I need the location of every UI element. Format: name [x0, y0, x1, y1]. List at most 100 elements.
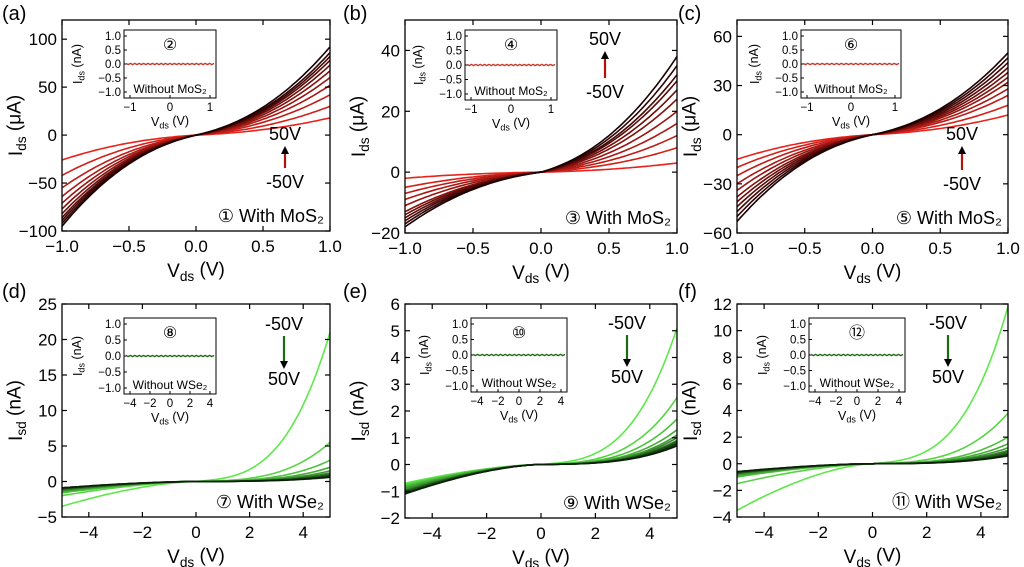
- gate-arrowhead: [958, 146, 966, 154]
- iv-curve: [736, 455, 1009, 473]
- y-tick-label: 1: [391, 429, 400, 448]
- inset-x-tick-label: 0: [516, 396, 522, 408]
- x-tick-label: 0: [868, 523, 877, 542]
- x-axis-label: Vds (V): [167, 545, 225, 567]
- y-tick-label: 30: [713, 77, 732, 96]
- gate-arrowhead: [623, 359, 631, 367]
- inset-x-tick-label: −1: [123, 102, 136, 114]
- gate-label-bottom: -50V: [943, 174, 981, 194]
- inset-noise-line: [810, 353, 904, 357]
- inset-noise-line: [472, 353, 566, 357]
- gate-label-bottom: -50V: [266, 172, 304, 192]
- y-tick-label: 0: [391, 456, 400, 475]
- panel-f: (f) −4 −2 0 2 4 −4 −2 0 2 4 6 8 10 12 Vds (V) Isd (nA) ⑪ …: [678, 281, 1009, 567]
- inset-y-tick-label: 0.5: [105, 45, 121, 57]
- inset-x-axis-label: Vds (V): [832, 114, 870, 131]
- y-tick-label: −60: [703, 224, 732, 243]
- inset-x-axis-label: Vds (V): [492, 116, 530, 133]
- inset-y-tick-label: −0.5: [775, 73, 798, 85]
- inset-x-tick-label: 1: [548, 104, 554, 116]
- x-tick-label: 2: [922, 523, 931, 542]
- inset-caption: Without WSe₂: [820, 376, 895, 390]
- x-tick-label: 1.0: [665, 239, 689, 258]
- inset-x-tick-label: 2: [187, 398, 193, 410]
- inset-y-tick-label: −0.5: [439, 75, 462, 87]
- inset-marker: ⑫: [849, 324, 865, 342]
- panel-b: (b) −1.0 −0.5 0.0 0.5 1.0 −20 0 20 40 Vds (V) Ids (…: [343, 3, 689, 286]
- inset-plot: 1.0 0.5 0.0 −0.5 −1.0−1 0 1 ⑥ Without MoS₂ Vds (V…: [747, 29, 902, 131]
- panel-label: (d): [2, 281, 26, 303]
- inset-x-tick-label: −2: [829, 396, 842, 408]
- inset-y-tick-label: 0.0: [446, 60, 462, 72]
- inset-noise-line: [802, 62, 900, 66]
- x-tick-label: 0.5: [928, 239, 952, 258]
- curve-group: [736, 52, 1009, 223]
- inset-y-tick-label: 0.0: [782, 59, 798, 71]
- iv-curve: [404, 162, 678, 179]
- panel-a: (a) −1.0 −0.5 0.0 0.5 1.0 −100 −50 0 50 100 Vds (V)…: [2, 3, 342, 284]
- x-axis-label: Vds (V): [512, 261, 570, 286]
- y-tick-label: 10: [713, 322, 732, 341]
- inset-y-tick-label: 1.0: [790, 319, 806, 331]
- gate-label-bottom: 50V: [611, 367, 643, 387]
- inset-caption: Without MoS₂: [133, 82, 207, 96]
- y-tick-label: 0: [723, 126, 732, 145]
- gate-arrowhead: [281, 146, 289, 154]
- inset-y-tick-label: −0.5: [98, 367, 121, 379]
- panel-label: (f): [678, 281, 697, 303]
- iv-curve: [404, 442, 678, 494]
- inset-x-axis-label: Vds (V): [500, 408, 538, 425]
- gate-arrowhead: [280, 361, 288, 369]
- panel-e: (e) −4 −2 0 2 4 −2 −1 0 1 2 3 4 5 6 Vds (V) Isd (nA) ⑨ Wi…: [343, 281, 678, 567]
- x-tick-label: −0.5: [112, 237, 146, 256]
- panel-c: (c) −1.0 −0.5 0.0 0.5 1.0 −60 −30 0 30 60 Vds (V) Id…: [678, 3, 1020, 286]
- y-tick-label: 6: [391, 295, 400, 314]
- inset-x-tick-label: −2: [491, 396, 504, 408]
- x-tick-label: −4: [79, 523, 98, 542]
- iv-curve: [736, 52, 1009, 223]
- inset-y-tick-label: −1.0: [439, 89, 462, 101]
- inset-caption: Without MoS₂: [814, 82, 888, 96]
- gate-label-top: -50V: [608, 313, 646, 333]
- inset-x-tick-label: −1: [464, 104, 477, 116]
- y-tick-label: 60: [713, 27, 732, 46]
- sample-annotation: ⑪ With WSe₂: [892, 492, 1002, 512]
- inset-x-axis-label: Vds (V): [151, 114, 189, 131]
- inset-plot: 1.0 0.5 0.0 −0.5 −1.0−4 −2 0 2 4 ⑫ Without WSe₂ Vds…: [755, 317, 906, 425]
- y-tick-label: 20: [38, 331, 57, 350]
- x-axis-label: Vds (V): [844, 261, 902, 286]
- y-tick-label: 0: [723, 455, 732, 474]
- inset-marker: ②: [163, 37, 177, 54]
- sample-annotation: ⑦ With WSe₂: [216, 492, 324, 512]
- inset-x-tick-label: 2: [537, 396, 543, 408]
- inset-y-tick-label: 0.5: [790, 335, 806, 347]
- x-tick-label: 4: [298, 523, 307, 542]
- y-tick-label: −20: [371, 224, 400, 243]
- inset-marker: ⑩: [512, 325, 526, 342]
- iv-curve: [404, 122, 678, 201]
- gate-label-top: -50V: [265, 314, 303, 334]
- y-axis-label: Isd (nA): [4, 380, 29, 441]
- inset-caption: Without MoS₂: [474, 84, 548, 98]
- y-axis-label: Ids (μA): [347, 96, 372, 157]
- inset-x-tick-label: 2: [875, 396, 881, 408]
- y-tick-label: 2: [723, 428, 732, 447]
- inset-x-tick-label: −4: [470, 396, 484, 408]
- inset-plot: 1.0 0.5 0.0 −0.5 −1.0−4 −2 0 2 4 ⑧ Without WSe₂ Vds…: [70, 317, 217, 427]
- x-tick-label: −1.0: [720, 239, 754, 258]
- x-tick-label: 0.0: [184, 237, 208, 256]
- inset-y-tick-label: 1.0: [446, 31, 462, 43]
- x-tick-label: 4: [976, 523, 985, 542]
- inset-plot: 1.0 0.5 0.0 −0.5 −1.0−4 −2 0 2 4 ⑩ Without WSe₂ Vds…: [417, 317, 568, 425]
- y-tick-label: −100: [19, 222, 57, 241]
- inset-x-tick-label: 0: [508, 104, 514, 116]
- y-axis-label: Isd (nA): [347, 381, 372, 442]
- x-tick-label: 0: [536, 524, 545, 543]
- iv-curve: [61, 476, 331, 489]
- inset-x-tick-label: −1: [800, 102, 813, 114]
- inset-x-tick-label: −2: [143, 398, 156, 410]
- iv-curve: [61, 46, 331, 227]
- x-tick-label: −2: [133, 523, 152, 542]
- inset-x-tick-label: 0: [848, 102, 854, 114]
- inset-y-tick-label: −1.0: [98, 383, 121, 395]
